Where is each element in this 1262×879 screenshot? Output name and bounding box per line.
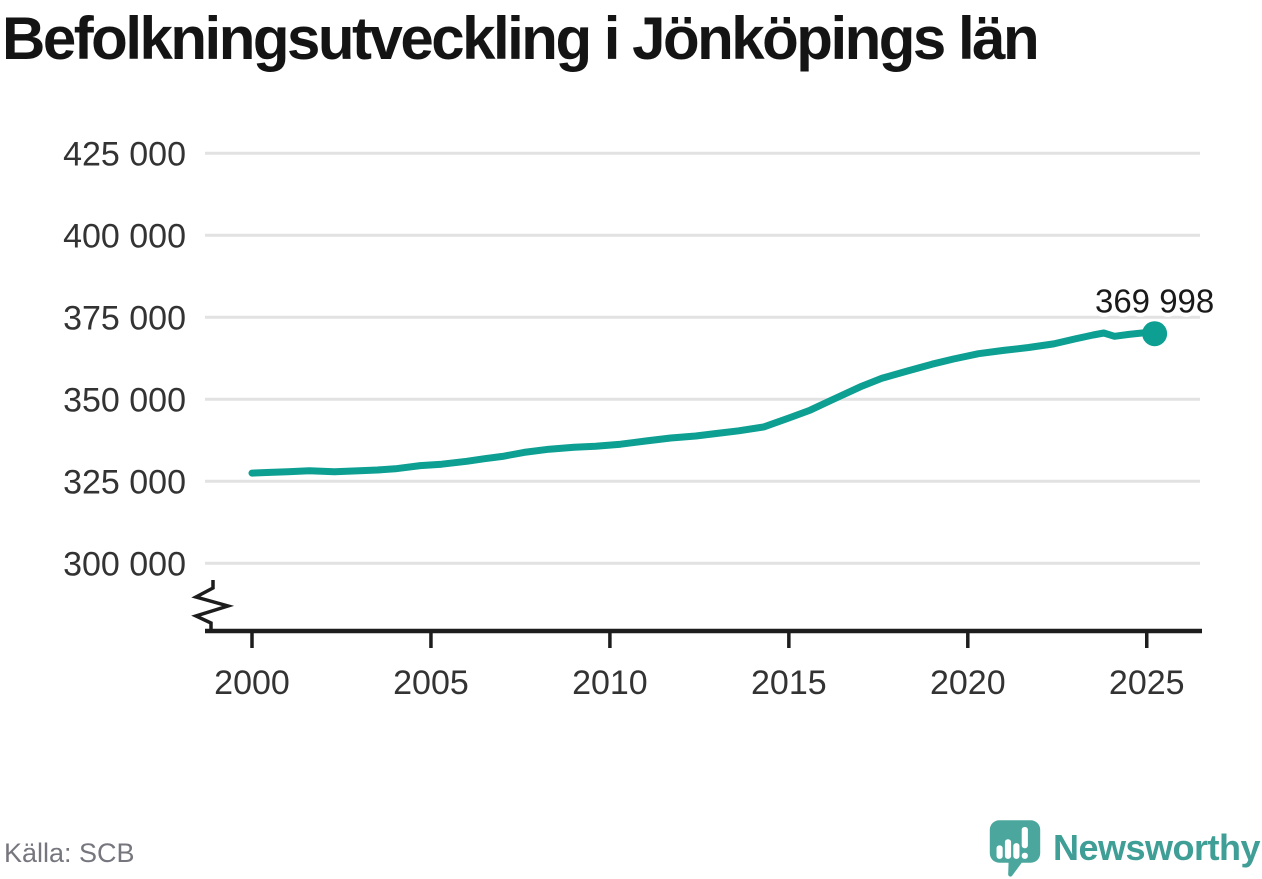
newsworthy-wordmark: Newsworthy bbox=[1052, 827, 1261, 868]
x-axis-tick-label: 2015 bbox=[751, 664, 827, 702]
latest-value-dot bbox=[1142, 321, 1168, 347]
y-axis-tick-label: 400 000 bbox=[63, 217, 186, 255]
x-axis-tick-label: 2020 bbox=[930, 664, 1006, 702]
x-axis-tick-label: 2010 bbox=[572, 664, 648, 702]
end-value-label: 369 998 bbox=[1095, 283, 1214, 320]
population-series-line bbox=[248, 329, 1159, 477]
x-axis-tick-label: 2000 bbox=[214, 664, 290, 702]
newsworthy-logo: Newsworthy bbox=[987, 817, 1261, 879]
x-axis-tick-label: 2005 bbox=[393, 664, 469, 702]
y-axis-tick-label: 300 000 bbox=[63, 545, 186, 583]
chart-title: Befolkningsutveckling i Jönköpings län bbox=[2, 5, 1040, 72]
source-note: Källa: SCB bbox=[4, 838, 135, 868]
y-axis-tick-label: 375 000 bbox=[63, 299, 186, 337]
newsworthy-speech-bubble-bar-chart-icon bbox=[989, 819, 1041, 877]
y-axis-tick-label: 425 000 bbox=[63, 135, 186, 173]
y-axis-tick-label: 325 000 bbox=[63, 463, 186, 501]
y-axis-tick-label: 350 000 bbox=[63, 381, 186, 419]
y-axis-break-icon bbox=[191, 580, 235, 631]
x-axis-tick-label: 2025 bbox=[1109, 664, 1185, 702]
